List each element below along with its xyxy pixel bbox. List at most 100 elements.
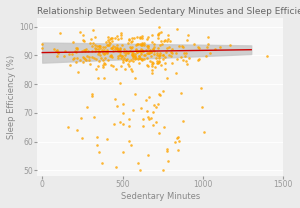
- Point: [101, 49, 106, 52]
- Point: [118, 53, 123, 57]
- Point: [126, 41, 130, 45]
- Point: [130, 39, 135, 43]
- Point: [158, 53, 163, 57]
- Point: [96, 59, 101, 62]
- Point: [133, 93, 138, 96]
- Point: [110, 37, 114, 40]
- Point: [151, 47, 155, 51]
- Point: [148, 51, 153, 54]
- Point: [146, 46, 151, 50]
- Point: [147, 59, 152, 63]
- Point: [120, 112, 125, 115]
- Point: [158, 93, 163, 97]
- Point: [181, 45, 186, 48]
- Point: [154, 120, 159, 123]
- Point: [70, 57, 75, 61]
- Point: [130, 36, 135, 40]
- Point: [96, 52, 101, 56]
- Point: [165, 47, 170, 50]
- Point: [115, 43, 119, 47]
- Point: [118, 53, 123, 57]
- Point: [125, 63, 130, 66]
- Point: [151, 61, 156, 65]
- Point: [96, 45, 101, 48]
- Point: [165, 77, 170, 80]
- Point: [131, 53, 136, 56]
- Point: [90, 92, 94, 95]
- Point: [140, 37, 144, 40]
- Point: [84, 48, 89, 51]
- Point: [124, 59, 129, 62]
- Point: [146, 45, 151, 48]
- Point: [98, 54, 103, 57]
- Point: [139, 48, 143, 51]
- Point: [156, 132, 161, 135]
- X-axis label: Sedentary Minutes: Sedentary Minutes: [121, 192, 200, 201]
- Point: [157, 43, 162, 46]
- Point: [134, 42, 139, 45]
- Point: [115, 105, 119, 108]
- Point: [79, 117, 84, 120]
- Point: [155, 62, 160, 65]
- Point: [160, 90, 165, 93]
- Point: [132, 53, 137, 56]
- Point: [118, 56, 123, 59]
- Point: [140, 42, 145, 46]
- Point: [54, 54, 59, 57]
- Point: [110, 47, 114, 50]
- Point: [122, 47, 126, 51]
- Point: [131, 56, 136, 60]
- Point: [74, 57, 79, 60]
- Point: [82, 56, 86, 59]
- Point: [103, 40, 108, 43]
- Point: [120, 55, 124, 58]
- Point: [115, 34, 119, 38]
- Point: [118, 47, 123, 51]
- Point: [74, 60, 79, 63]
- Point: [127, 59, 132, 63]
- Point: [126, 37, 131, 40]
- Point: [130, 60, 135, 63]
- Point: [94, 135, 99, 139]
- Point: [91, 42, 95, 45]
- Point: [108, 38, 113, 41]
- Point: [185, 62, 190, 65]
- Point: [67, 63, 72, 67]
- Point: [169, 47, 174, 50]
- Point: [166, 33, 170, 37]
- Point: [160, 54, 165, 57]
- Point: [112, 37, 117, 40]
- Point: [148, 49, 152, 52]
- Point: [105, 50, 110, 53]
- Point: [90, 28, 95, 32]
- Point: [136, 161, 141, 165]
- Point: [126, 52, 131, 55]
- Point: [176, 149, 180, 152]
- Point: [84, 105, 89, 108]
- Point: [90, 95, 94, 98]
- Point: [175, 58, 180, 61]
- Point: [140, 49, 145, 53]
- Point: [93, 35, 98, 39]
- Point: [150, 110, 155, 114]
- Point: [94, 47, 98, 51]
- Point: [96, 50, 101, 53]
- Point: [159, 30, 164, 33]
- Point: [103, 57, 107, 60]
- Point: [52, 47, 56, 51]
- Point: [114, 165, 118, 169]
- Point: [169, 51, 173, 54]
- Point: [117, 81, 122, 84]
- Point: [74, 46, 79, 50]
- Point: [82, 57, 87, 60]
- Point: [195, 45, 200, 48]
- Point: [157, 31, 162, 34]
- Point: [84, 54, 89, 58]
- Point: [148, 51, 153, 54]
- Point: [152, 103, 157, 106]
- Point: [96, 64, 100, 68]
- Point: [121, 61, 125, 64]
- Point: [160, 58, 165, 61]
- Point: [133, 77, 138, 80]
- Point: [153, 65, 158, 68]
